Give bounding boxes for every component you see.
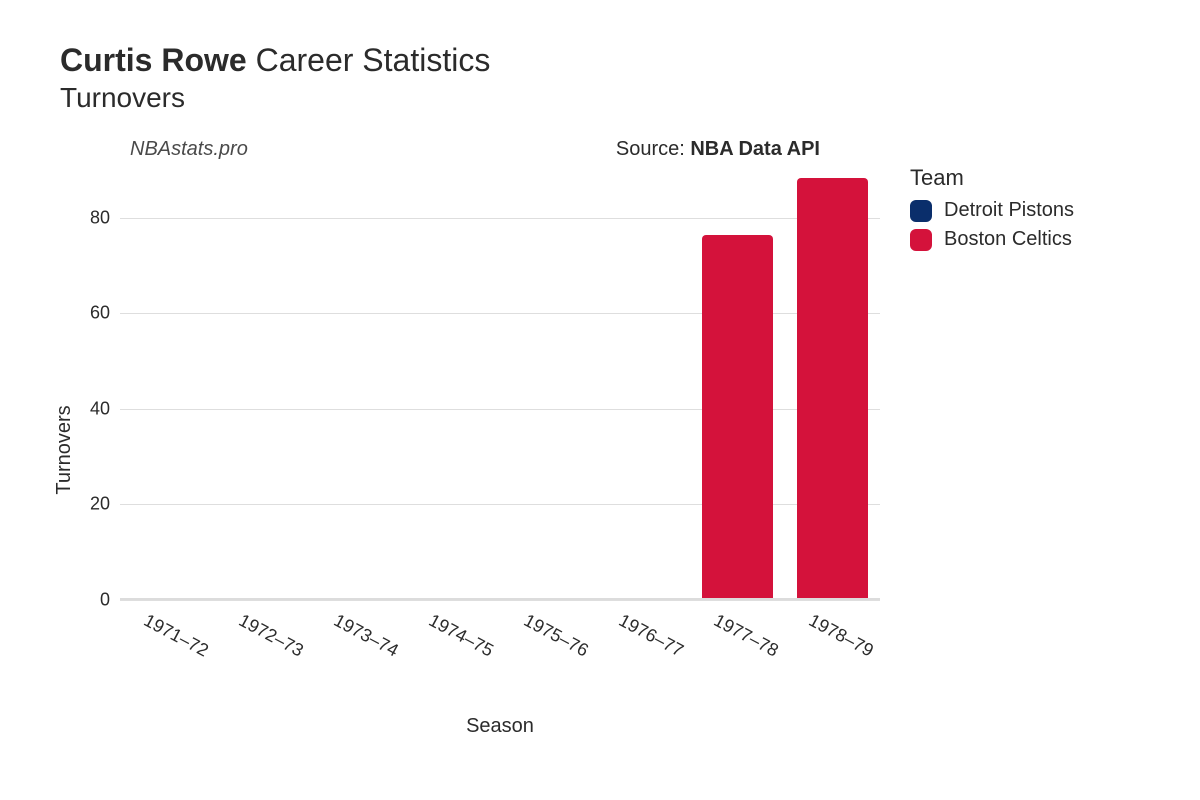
x-axis-label: Season xyxy=(120,715,880,738)
legend-label: Boston Celtics xyxy=(944,228,1072,251)
plot-region: 0204060801971–721972–731973–741974–75197… xyxy=(120,170,880,600)
legend: Team Detroit Pistons Boston Celtics xyxy=(910,165,1074,257)
legend-swatch xyxy=(910,229,932,251)
source-name: NBA Data API xyxy=(690,138,820,160)
x-tick-label: 1977–78 xyxy=(710,610,782,661)
chart-area: Turnovers 0204060801971–721972–731973–74… xyxy=(60,170,1140,730)
legend-title: Team xyxy=(910,165,1074,191)
title-player-name: Curtis Rowe xyxy=(60,42,247,78)
x-tick-label: 1972–73 xyxy=(235,610,307,661)
meta-row: NBAstats.pro Source: NBA Data API xyxy=(60,138,1150,166)
x-tick-label: 1973–74 xyxy=(330,610,402,661)
x-tick-label: 1978–79 xyxy=(805,610,877,661)
x-tick-label: 1974–75 xyxy=(425,610,497,661)
y-tick-label: 0 xyxy=(100,590,110,611)
y-tick-label: 20 xyxy=(90,494,110,515)
source-attribution: Source: NBA Data API xyxy=(616,138,820,161)
legend-label: Detroit Pistons xyxy=(944,199,1074,222)
legend-item: Boston Celtics xyxy=(910,228,1074,251)
gridline xyxy=(120,218,880,219)
legend-swatch xyxy=(910,200,932,222)
gridline xyxy=(120,600,880,601)
source-prefix: Source: xyxy=(616,138,690,160)
x-tick-label: 1971–72 xyxy=(140,610,212,661)
y-tick-label: 40 xyxy=(90,398,110,419)
title-suffix: Career Statistics xyxy=(256,42,491,78)
y-tick-label: 80 xyxy=(90,207,110,228)
bar xyxy=(797,178,868,598)
chart-subtitle: Turnovers xyxy=(60,82,1150,114)
bar xyxy=(702,235,773,598)
legend-item: Detroit Pistons xyxy=(910,199,1074,222)
y-axis-label: Turnovers xyxy=(53,405,76,494)
y-tick-label: 60 xyxy=(90,303,110,324)
watermark: NBAstats.pro xyxy=(130,138,248,161)
x-tick-label: 1975–76 xyxy=(520,610,592,661)
chart-title: Curtis Rowe Career Statistics xyxy=(60,40,1150,80)
x-tick-label: 1976–77 xyxy=(615,610,687,661)
chart-container: Curtis Rowe Career Statistics Turnovers … xyxy=(0,0,1200,800)
